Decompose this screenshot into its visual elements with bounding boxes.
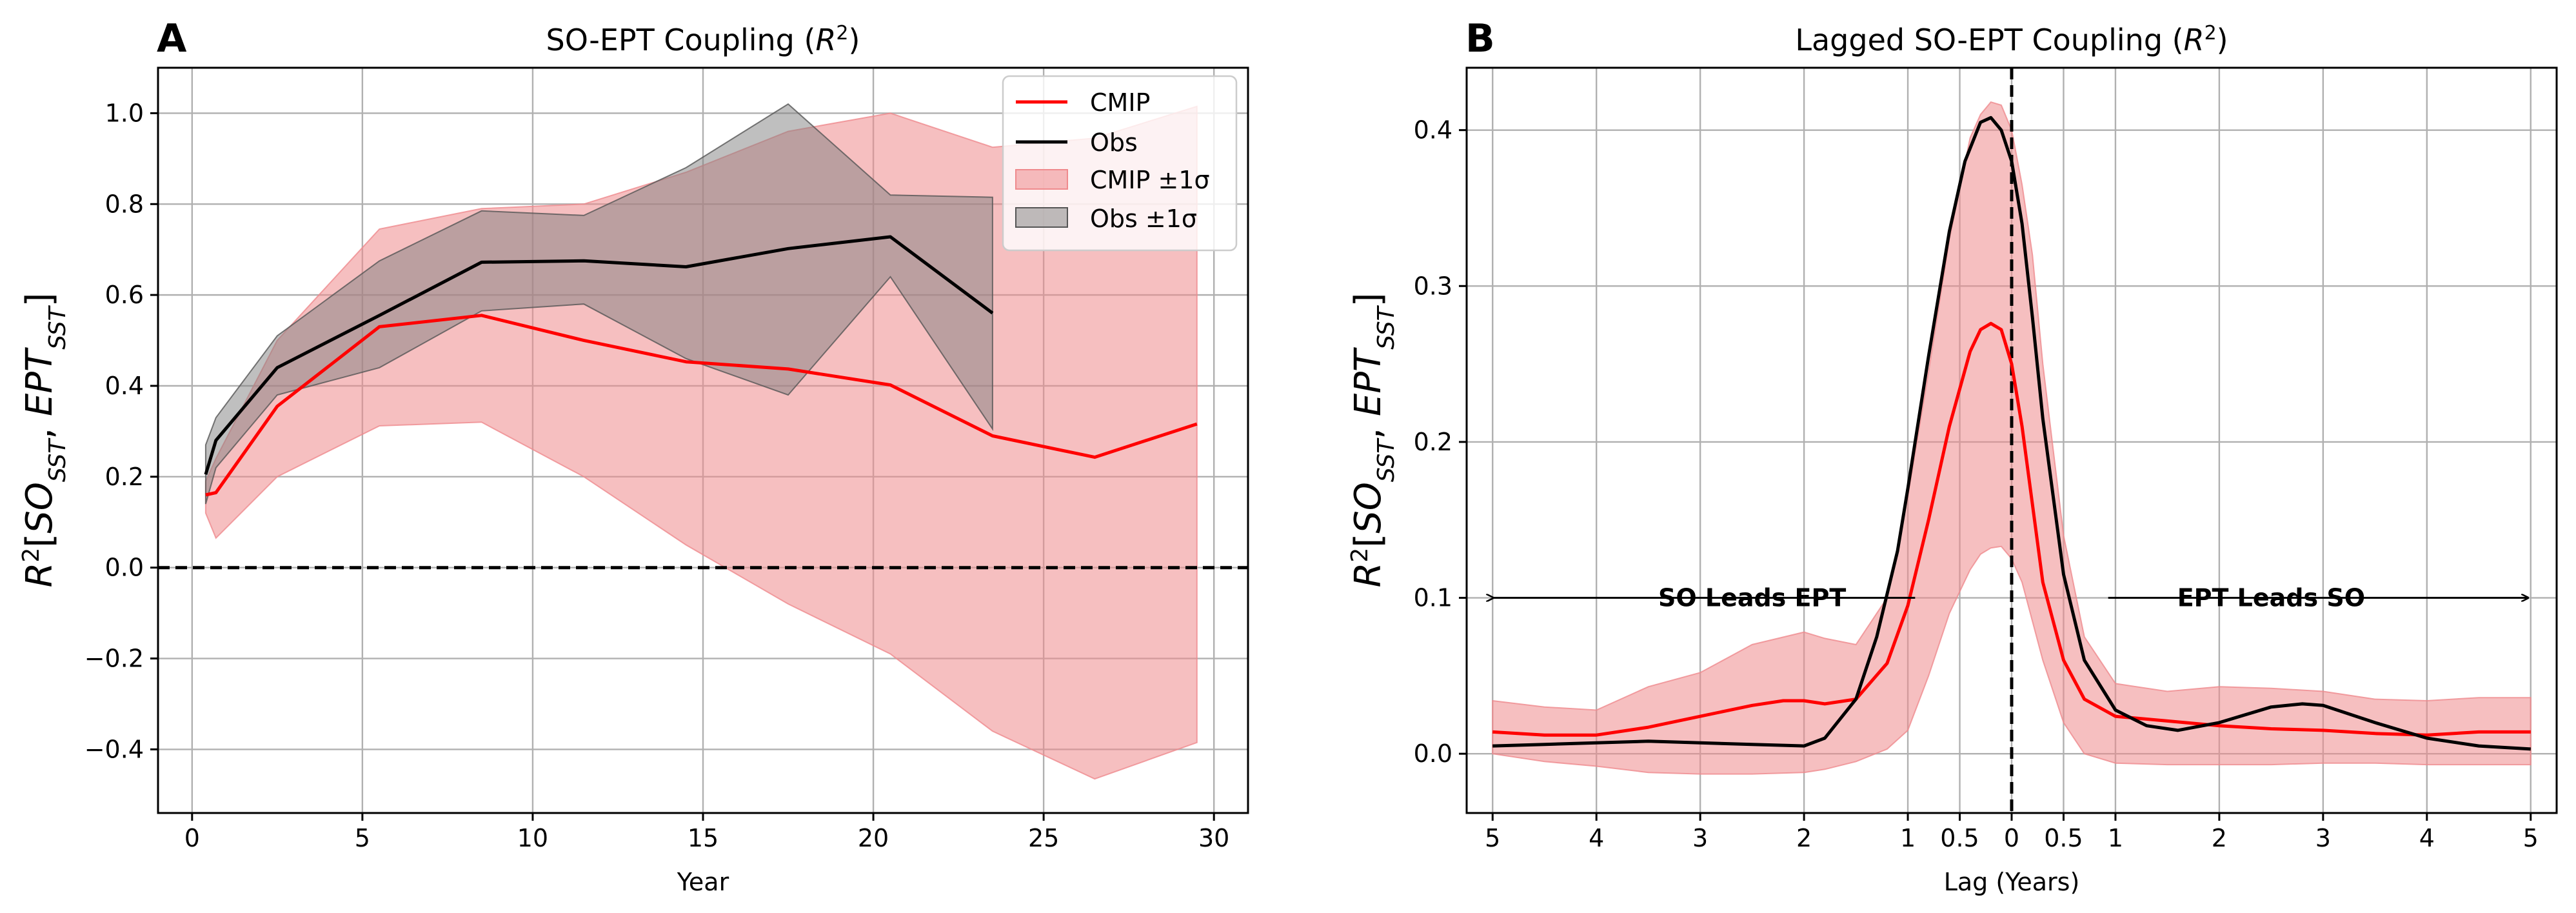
x-tick-label: 15 [688,824,718,852]
y-tick-label: 0.0 [105,554,144,582]
y-tick-label: 0.2 [105,463,144,491]
panel-b-letter: B [1465,16,1495,61]
x-tick-label: 4 [1589,824,1604,852]
y-tick-label: −0.2 [84,645,144,673]
x-tick-label: 5 [2523,824,2539,852]
legend: CMIP Obs CMIP ±1σ Obs ±1σ [1002,75,1238,252]
x-tick-label: 20 [858,824,889,852]
x-tick-label: 1 [1900,824,1916,852]
x-tick-label: 4 [2419,824,2435,852]
annotation-so-leads-ept: SO Leads EPT [1658,584,1846,612]
series-line-cmip [1492,321,2531,737]
panel-a-ylabel: R2[SOSST, EPTSST] [18,293,71,588]
panel-a: A SO-EPT Coupling (R2) 0 5 10 15 20 25 30 −0.4… [18,16,1249,896]
y-tick-label: 0.3 [1414,272,1452,300]
x-tick-label: 5 [1485,824,1500,852]
series-line-obs [204,235,994,476]
y-tick-label: 1.0 [105,99,144,127]
panel-a-letter: A [157,16,187,61]
panel-b-title: Lagged SO-EPT Coupling (R2) [1795,22,2228,58]
x-tick-label: 30 [1198,824,1229,852]
panel-b: B Lagged SO-EPT Coupling (R2) 5 4 3 2 1 0.5 0 0… [1347,16,2558,896]
band-obs-1 [204,103,993,505]
x-tick-label: 10 [517,824,548,852]
y-tick-label: 0.0 [1414,739,1452,768]
legend-box [1002,75,1238,252]
x-tick-label: 0.5 [1940,824,1979,852]
y-tick-label: −0.4 [84,735,144,763]
x-tick-label: 2 [2212,824,2227,852]
x-tick-label: 5 [355,824,370,852]
x-tick-label: 3 [2315,824,2331,852]
y-tick-label: 0.8 [105,190,144,218]
x-tick-label: 0 [2004,824,2019,852]
legend-swatch-obs-band [1015,207,1068,228]
y-tick-label: 0.1 [1414,584,1452,612]
panel-b-ylabel: R2[SOSST, EPTSST] [1347,293,1400,588]
x-tick-label: 2 [1796,824,1812,852]
legend-swatch-cmip-band [1015,169,1068,190]
y-tick-label: 0.6 [105,281,144,309]
x-tick-label: 3 [1692,824,1708,852]
panel-b-xlabel: Lag (Years) [1944,868,2080,896]
series-line-obs [1492,115,2531,751]
series-line-cmip [205,314,1198,497]
panel-a-title: SO-EPT Coupling (R2) [546,22,860,58]
x-tick-label: 0.5 [2044,824,2083,852]
annotation-ept-leads-so: EPT Leads SO [2177,584,2365,612]
x-tick-label: 1 [2108,824,2123,852]
y-tick-label: 0.4 [105,372,144,400]
legend-label-obs-band: Obs ±1σ [1090,205,1197,233]
y-tick-label: 0.4 [1414,116,1452,145]
legend-label-obs: Obs [1090,128,1138,157]
panel-a-xlabel: Year [677,868,729,896]
legend-label-cmip: CMIP [1090,88,1150,117]
legend-label-cmip-band: CMIP ±1σ [1090,166,1210,194]
x-tick-label: 25 [1028,824,1059,852]
y-tick-label: 0.2 [1414,428,1452,456]
x-tick-label: 0 [184,824,200,852]
